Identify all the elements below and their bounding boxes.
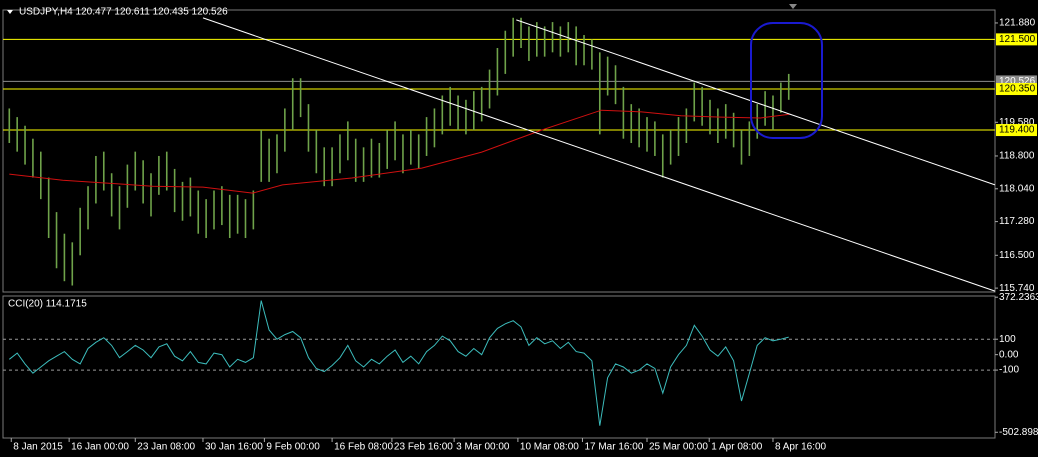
x-tick-label: 10 Mar 08:00 [520, 442, 579, 453]
level-label: 119.400 [999, 125, 1035, 136]
x-tick-label: 16 Jan 00:00 [71, 442, 129, 453]
price-pane [2, 9, 996, 293]
level-label: 120.350 [999, 84, 1036, 95]
y-tick-label: 119.580 [999, 117, 1035, 128]
highlight-ellipse [750, 22, 823, 139]
x-tick-label: 9 Feb 00:00 [266, 442, 320, 453]
x-tick-label: 16 Feb 08:00 [334, 442, 393, 453]
level-label: 120.526 [999, 76, 1036, 87]
y-tick-label: 118.040 [999, 183, 1035, 194]
x-tick-label: 23 Feb 16:00 [394, 442, 453, 453]
y-tick-label: 116.500 [999, 250, 1035, 261]
y-tick-label: 121.880 [999, 18, 1036, 29]
indicator-title: CCI(20) 114.1715 [8, 299, 87, 310]
plot: 121.880 119.580 118.800 118.040 117.280 116.5… [3, 17, 1038, 453]
y-tick-label: 372.2363 [999, 292, 1038, 303]
x-tick-label: 17 Mar 16:00 [584, 442, 643, 453]
x-tick-label: 8 Jan 2015 [13, 442, 63, 453]
symbol-title: USDJPY,H4 120.477 120.611 120.435 120.52… [19, 7, 228, 18]
menu-arrow[interactable] [7, 10, 13, 14]
overlay-line [9, 109, 791, 194]
y-tick-label: 117.280 [999, 216, 1035, 227]
overlay-line [516, 19, 996, 186]
x-tick-label: 25 Mar 00:00 [649, 442, 708, 453]
cci-line [8, 300, 789, 426]
y-tick-label: 0.00 [999, 349, 1019, 360]
x-tick-label: 1 Apr 08:00 [711, 442, 763, 453]
level-label-box [996, 33, 1037, 46]
x-tick-label: 3 Mar 00:00 [456, 442, 510, 453]
x-tick-label: 8 Apr 16:00 [775, 442, 827, 453]
y-tick-label: -502.8983 [999, 427, 1038, 438]
level-label-box [996, 83, 1037, 96]
y-tick-label: -100 [999, 365, 1019, 376]
x-tick-label: 30 Jan 16:00 [205, 442, 263, 453]
overlay-line [202, 17, 996, 292]
y-tick-label: 100 [999, 334, 1016, 345]
shift-marker [789, 4, 797, 9]
y-tick-label: 115.740 [999, 283, 1035, 294]
cci-pane [2, 295, 996, 439]
level-label: 121.500 [999, 34, 1036, 45]
x-tick-label: 23 Jan 08:00 [137, 442, 195, 453]
level-label-box [996, 124, 1037, 137]
y-tick-label: 118.800 [999, 151, 1035, 162]
